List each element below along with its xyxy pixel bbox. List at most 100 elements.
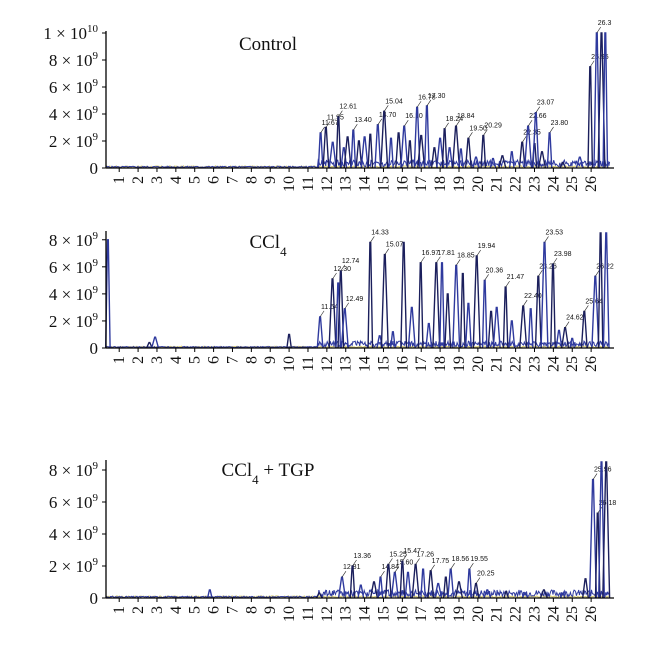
y-tick-label: 6 × 109 xyxy=(49,257,99,277)
x-tick-label: 12 xyxy=(319,356,336,372)
x-tick-label: 23 xyxy=(526,176,543,192)
peak-label: 19.94 xyxy=(478,243,496,250)
peak-leader xyxy=(527,119,533,127)
peak-leader xyxy=(596,26,602,34)
peak-label: 16.78 xyxy=(418,94,436,101)
x-tick-label: 17 xyxy=(413,606,430,622)
x-tick-label: 9 xyxy=(262,606,279,614)
peak-leader xyxy=(468,132,473,139)
peak xyxy=(587,66,594,169)
x-tick-label: 4 xyxy=(168,176,185,184)
peak-leader xyxy=(420,256,425,263)
peak xyxy=(340,308,349,349)
peak-leader xyxy=(426,99,432,107)
peak-label: 15.60 xyxy=(396,559,414,566)
peak xyxy=(404,571,412,599)
peak-leader xyxy=(384,248,390,255)
peak xyxy=(458,148,464,169)
peak xyxy=(380,253,389,349)
peak xyxy=(424,105,430,169)
x-tick-label: 16 xyxy=(394,356,411,372)
peak xyxy=(524,125,533,169)
x-tick-label: 13 xyxy=(338,606,355,622)
panel-title: CCl4 xyxy=(249,232,287,259)
peak-label: 17.26 xyxy=(417,551,435,558)
peak-leader xyxy=(403,119,409,127)
peak xyxy=(390,331,396,349)
peak-label: 23.53 xyxy=(545,229,563,236)
peak xyxy=(575,156,584,169)
peak xyxy=(464,137,472,169)
peak xyxy=(489,157,497,169)
peak xyxy=(508,151,515,169)
peak xyxy=(602,32,609,169)
x-tick-label: 18 xyxy=(432,606,449,622)
peak xyxy=(602,461,611,599)
peak xyxy=(550,263,556,349)
peak-label: 14.84 xyxy=(381,564,399,571)
peak xyxy=(454,581,464,599)
peak-label: 24.62 xyxy=(566,315,584,322)
x-tick-label: 24 xyxy=(545,606,562,622)
peak xyxy=(413,106,421,169)
peak-leader xyxy=(564,321,570,328)
x-tick-label: 19 xyxy=(451,606,468,622)
peak-label: 23.98 xyxy=(554,251,572,258)
peak xyxy=(411,563,420,599)
peak-leader xyxy=(415,558,420,565)
peak xyxy=(521,592,529,599)
peak xyxy=(471,156,481,169)
peak xyxy=(503,590,510,599)
peak xyxy=(519,305,528,349)
x-tick-label: 10 xyxy=(281,606,298,622)
peak xyxy=(360,136,369,169)
peak xyxy=(407,306,416,349)
peak-label: 16.97 xyxy=(422,250,440,257)
y-tick-label: 6 × 109 xyxy=(49,492,99,512)
y-tick-label: 0 xyxy=(90,339,99,358)
peak-label: 23.07 xyxy=(537,100,555,107)
y-tick-label: 4 × 109 xyxy=(49,284,99,304)
peak-leader xyxy=(383,105,389,112)
peak xyxy=(464,302,472,349)
x-tick-label: 15 xyxy=(375,176,392,192)
peak xyxy=(446,147,454,169)
x-tick-label: 10 xyxy=(281,356,298,372)
peak xyxy=(425,322,433,349)
x-tick-label: 16 xyxy=(394,606,411,622)
peak xyxy=(417,262,424,349)
y-tick-label: 8 × 109 xyxy=(49,460,99,480)
peak-label: 17.30 xyxy=(428,93,446,100)
peak-label: 14.70 xyxy=(379,112,397,119)
peak xyxy=(459,272,466,349)
peak-leader xyxy=(455,259,461,266)
peak xyxy=(420,568,426,599)
y-tick-label: 4 × 109 xyxy=(49,104,99,124)
peak xyxy=(286,333,292,349)
peak xyxy=(597,232,604,349)
x-tick-label: 8 xyxy=(243,356,260,364)
peak-label: 11.67 xyxy=(322,120,339,127)
peak xyxy=(369,581,379,599)
x-tick-label: 6 xyxy=(206,356,223,364)
peak xyxy=(388,137,394,169)
x-tick-label: 23 xyxy=(526,606,543,622)
peak-label: 12.30 xyxy=(334,266,352,273)
x-tick-label: 17 xyxy=(413,356,430,372)
peak xyxy=(508,320,516,349)
peak-leader xyxy=(538,270,543,277)
peak-leader xyxy=(338,110,343,117)
x-tick-label: 25 xyxy=(564,176,581,192)
peak xyxy=(481,279,488,349)
x-tick-label: 18 xyxy=(432,356,449,372)
peak-leader xyxy=(592,473,598,480)
peak-leader xyxy=(505,280,510,288)
peak-leader xyxy=(319,310,325,318)
peak-label: 11.64 xyxy=(321,304,338,311)
x-tick-label: 6 xyxy=(206,176,223,184)
peak xyxy=(518,141,526,169)
peak-leader xyxy=(394,566,400,573)
peak xyxy=(434,582,443,599)
